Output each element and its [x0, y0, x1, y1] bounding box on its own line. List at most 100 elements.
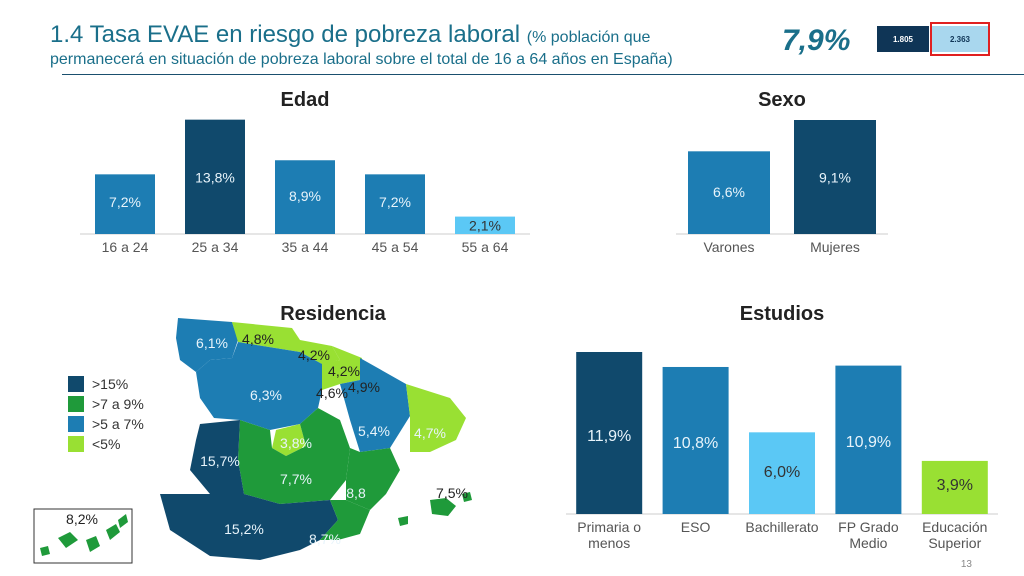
map-region-label: 7,7%	[280, 471, 312, 487]
map-region-baleares-2	[462, 492, 472, 502]
map-region-label: 15,7%	[200, 453, 240, 469]
estudios-data-label: 10,8%	[673, 435, 718, 452]
estudios-bar	[576, 352, 643, 514]
edad-tick-label: 25 a 34	[192, 239, 239, 255]
title-main: 1.4 Tasa EVAE en riesgo de pobreza labor…	[50, 21, 521, 48]
title-note: (% población que	[526, 29, 651, 46]
map-region-label: 4,9%	[348, 379, 380, 395]
map-region-navarra	[332, 346, 362, 384]
edad-bar	[185, 119, 245, 234]
edad-bar	[365, 174, 425, 234]
map-region-castilla-la-mancha	[238, 408, 350, 504]
map-region-pais-vasco	[300, 340, 340, 364]
map-region-cataluna	[406, 384, 466, 452]
legend-label: >15%	[92, 376, 129, 392]
chart-edad-group: Edad 7,2% 16 a 24 13,8% 25 a 34 8,9% 35 a 44 7,…	[80, 89, 530, 255]
estudios-tick-label: Educación	[922, 519, 987, 535]
sexo-data-label: 9,1%	[819, 170, 851, 186]
estudios-tick-label: Primaria o	[577, 519, 641, 535]
estudios-tick-label: ESO	[681, 519, 711, 535]
edad-data-label: 7,2%	[109, 194, 141, 210]
estudios-bar	[749, 432, 815, 514]
legend-swatch	[68, 396, 84, 412]
sexo-tick-label: Mujeres	[810, 239, 860, 255]
estudios-title: Estudios	[740, 303, 824, 325]
map-region-label: 3,8%	[280, 435, 312, 451]
map-region-label: 6,1%	[196, 335, 228, 351]
edad-data-label: 2,1%	[469, 218, 501, 234]
map-region-valencia	[346, 448, 400, 510]
sexo-title: Sexo	[758, 89, 806, 111]
edad-tick-label: 45 a 54	[372, 239, 419, 255]
kpi-highlight-outline	[930, 22, 990, 56]
map-region-castilla-leon	[196, 342, 322, 430]
estudios-tick-label: menos	[588, 535, 630, 551]
edad-tick-label: 16 a 24	[102, 239, 149, 255]
legend-label: <5%	[92, 436, 121, 452]
sexo-data-label: 6,6%	[713, 184, 745, 200]
legend-swatch	[68, 376, 84, 392]
map-region-label: 4,2%	[328, 363, 360, 379]
map-region-aragon	[340, 358, 410, 452]
map-region-canarias-1	[40, 546, 50, 556]
map-region-rioja	[318, 360, 340, 390]
map-region-label: 6,3%	[250, 387, 282, 403]
legend-swatch	[68, 416, 84, 432]
header-divider	[62, 74, 1024, 75]
map-region-asturias-cantabria	[232, 322, 300, 352]
map-region-canarias-4	[106, 524, 120, 540]
map-region-canarias-5	[118, 514, 128, 528]
estudios-data-label: 6,0%	[764, 464, 800, 481]
edad-data-label: 7,2%	[379, 194, 411, 210]
map-region-extremadura	[190, 420, 244, 494]
edad-bar	[275, 160, 335, 234]
edad-title: Edad	[281, 89, 330, 111]
edad-tick-label: 35 a 44	[282, 239, 329, 255]
map-region-canarias-2	[58, 532, 78, 548]
legend-label: >7 a 9%	[92, 396, 144, 412]
estudios-data-label: 3,9%	[937, 477, 973, 494]
map-region-label: 4,8%	[242, 331, 274, 347]
legend-swatch	[68, 436, 84, 452]
kpi-box-b: 2.363	[932, 26, 988, 52]
map-region-murcia	[320, 500, 370, 540]
estudios-data-label: 11,9%	[587, 428, 631, 445]
estudios-bar	[921, 460, 988, 514]
estudios-tick-label: Superior	[928, 535, 981, 551]
map-region-label: 8,8	[346, 485, 366, 501]
legend-item: <5%	[68, 434, 144, 454]
headline-value: 7,9%	[782, 24, 851, 57]
legend-item: >5 a 7%	[68, 414, 144, 434]
estudios-tick-label: Bachillerato	[745, 519, 818, 535]
chart-sexo-group: Sexo 6,6% Varones 9,1% Mujeres	[676, 89, 888, 255]
map-region-label: 4,6%	[316, 385, 348, 401]
edad-data-label: 8,9%	[289, 188, 321, 204]
map-residencia	[33, 318, 472, 564]
edad-bar	[455, 216, 515, 234]
map-legend: >15% >7 a 9% >5 a 7% <5%	[68, 374, 144, 454]
map-region-label: 15,2%	[224, 521, 264, 537]
map-region-madrid	[272, 424, 306, 456]
legend-label: >5 a 7%	[92, 416, 144, 432]
sexo-bar	[794, 120, 876, 234]
sexo-tick-label: Varones	[703, 239, 754, 255]
map-region-label: 7,5%	[436, 485, 468, 501]
kpi-box-a: 1.805	[877, 26, 929, 52]
estudios-bar	[662, 366, 729, 514]
map-canarias-inset	[33, 508, 133, 564]
estudios-tick-label: Medio	[849, 535, 887, 551]
map-region-ibiza	[398, 516, 408, 526]
map-region-label: 5,4%	[358, 423, 390, 439]
map-region-canarias-3	[86, 536, 100, 552]
map-region-label: 8,2%	[66, 511, 98, 527]
estudios-tick-label: FP Grado	[838, 519, 899, 535]
page-title: 1.4 Tasa EVAE en riesgo de pobreza labor…	[50, 22, 750, 69]
sexo-bar	[688, 151, 770, 234]
edad-tick-label: 55 a 64	[462, 239, 509, 255]
title-subtitle: permanecerá en situación de pobreza labo…	[50, 51, 673, 68]
edad-data-label: 13,8%	[195, 170, 235, 186]
map-region-label: 8,7%	[309, 531, 341, 547]
